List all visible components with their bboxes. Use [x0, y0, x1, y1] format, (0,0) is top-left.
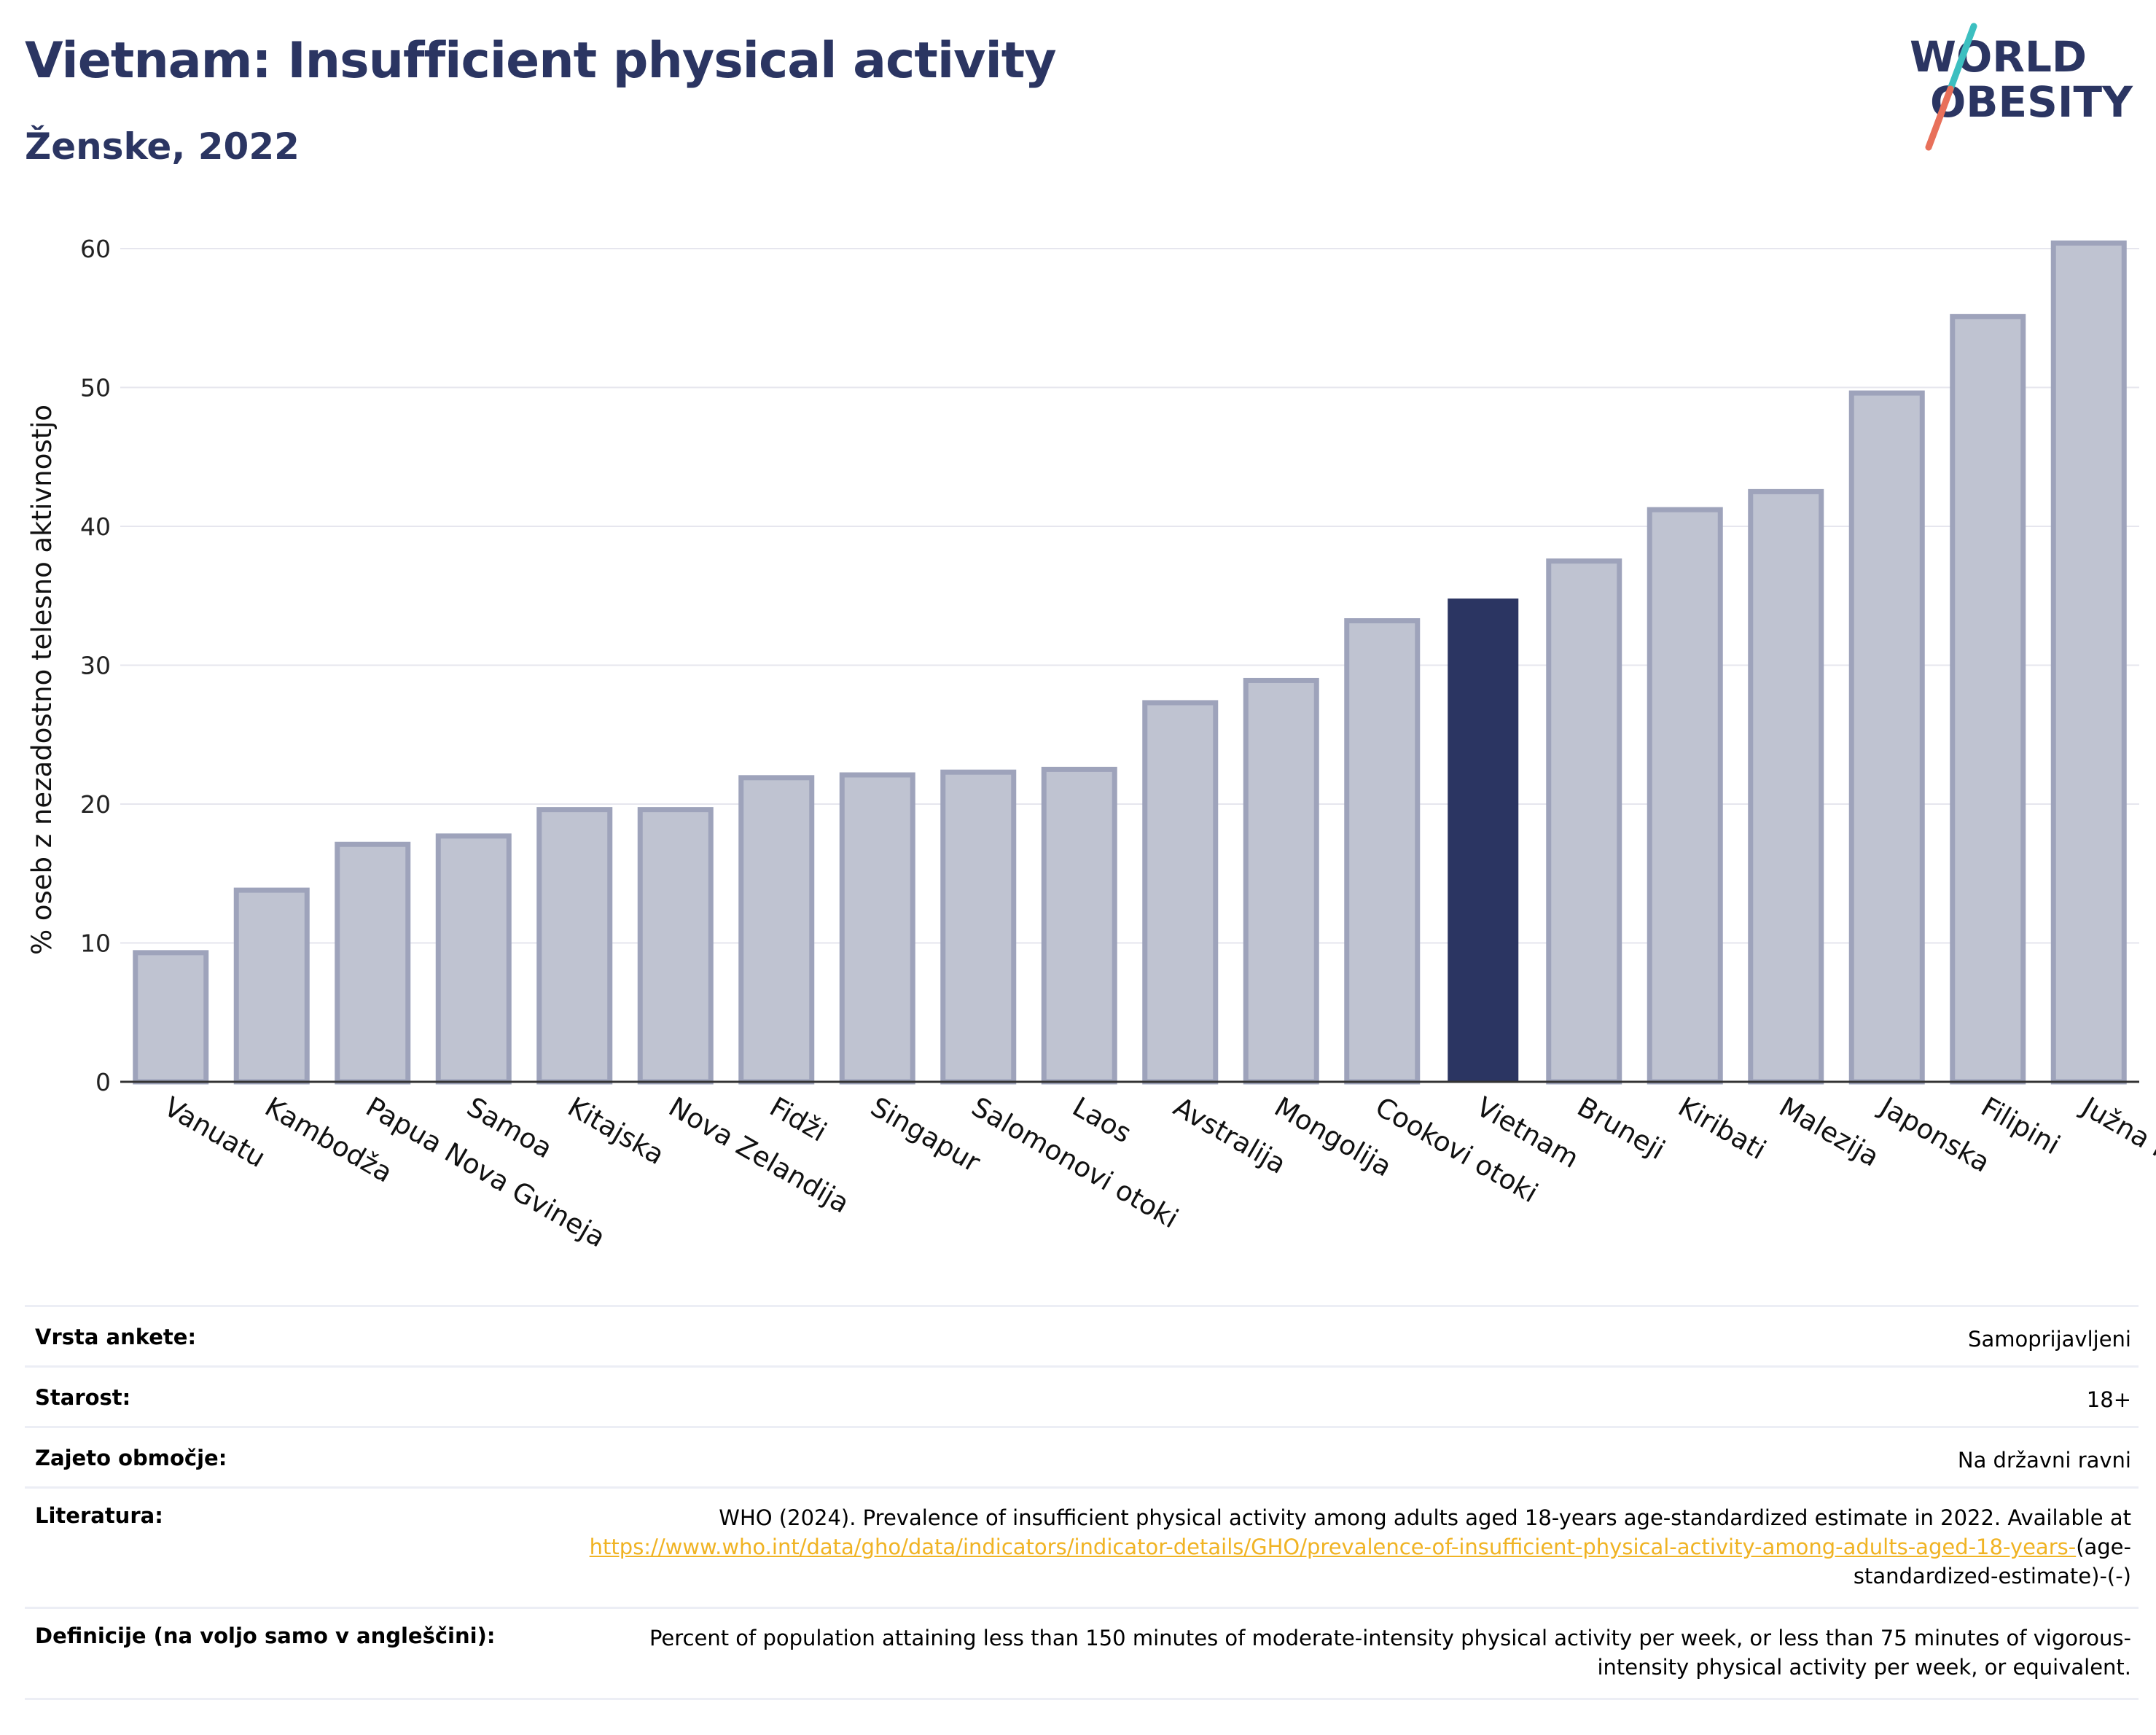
row-label: Zajeto območje:	[35, 1446, 227, 1470]
reference-link[interactable]: https://www.who.int/data/gho/data/indica…	[589, 1535, 2077, 1559]
bar	[1546, 558, 1622, 1085]
row-label: Vrsta ankete:	[35, 1325, 197, 1349]
y-tick-label: 20	[80, 790, 111, 819]
row-value: 18+	[2086, 1387, 2131, 1412]
table-row: Definicije (na voljo samo v angleščini):…	[25, 1607, 2139, 1700]
x-tick-label: Bruneji	[1572, 1091, 1671, 1166]
row-value: WHO (2024). Prevalence of insufficient p…	[564, 1489, 2131, 1607]
y-tick-label: 30	[80, 652, 111, 680]
chart-subtitle: Ženske, 2022	[25, 125, 300, 168]
table-row: Vrsta ankete: Samoprijavljeni	[25, 1305, 2139, 1365]
table-row: Literatura: WHO (2024). Prevalence of in…	[25, 1486, 2139, 1607]
x-tick-label: Japonska	[1874, 1091, 1996, 1179]
logo-slash-teal	[1947, 23, 1977, 93]
x-tick-label: Nova Zelandija	[663, 1091, 854, 1220]
bar	[1448, 599, 1519, 1082]
world-obesity-logo: WORLD OBESITY	[1910, 23, 2133, 151]
bar	[839, 772, 915, 1085]
x-tick-label: Avstralija	[1168, 1091, 1292, 1180]
row-value: Samoprijavljeni	[1968, 1327, 2131, 1352]
y-axis-label: % oseb z nezadostno telesno aktivnostjo	[26, 405, 58, 955]
x-tick-label: Kitajska	[563, 1091, 670, 1171]
x-tick-label: Vanuatu	[159, 1091, 271, 1174]
row-label: Starost:	[35, 1385, 131, 1410]
y-tick-label: 0	[95, 1068, 111, 1096]
x-tick-label: Malezija	[1774, 1091, 1885, 1173]
x-tick-label: Singapur	[865, 1091, 986, 1179]
row-value: Percent of population attaining less tha…	[649, 1626, 2131, 1680]
table-row: Zajeto območje: Na državni ravni	[25, 1426, 2139, 1486]
table-row: Starost: 18+	[25, 1365, 2139, 1426]
bar	[637, 807, 714, 1085]
bar	[1041, 766, 1117, 1085]
bar	[1344, 618, 1421, 1085]
info-table: Vrsta ankete: Samoprijavljeni Starost: 1…	[25, 1305, 2139, 1700]
bar	[738, 775, 815, 1085]
x-tick-label: Južna Koreja	[2076, 1091, 2156, 1201]
row-value: Na državni ravni	[1957, 1448, 2131, 1473]
bar	[133, 950, 209, 1085]
x-tick-label: Kiribati	[1673, 1091, 1771, 1166]
bar	[1243, 677, 1319, 1085]
bar	[1950, 313, 2026, 1085]
y-tick-label: 10	[80, 929, 111, 958]
bar	[1748, 488, 1824, 1085]
logo-slash-coral	[1925, 85, 1954, 151]
y-tick-label: 40	[80, 512, 111, 541]
bar	[940, 769, 1017, 1085]
x-tick-label: Laos	[1067, 1091, 1136, 1150]
logo-line1: WORLD	[1910, 32, 2087, 82]
x-tick-label: Fidži	[765, 1091, 832, 1148]
bar	[435, 833, 512, 1085]
y-tick-label: 60	[80, 235, 111, 263]
y-tick-label: 50	[80, 374, 111, 402]
reference-suffix: (age-standardized-estimate)-(-)	[1853, 1535, 2131, 1588]
bar	[233, 887, 310, 1085]
bar	[1848, 390, 1925, 1085]
reference-text: WHO (2024). Prevalence of insufficient p…	[719, 1505, 2131, 1530]
bar	[536, 807, 613, 1085]
bar-chart: 0 10 20 30 40 50 60 % oseb z nezadostno telesno…	[26, 235, 2156, 1253]
bar	[1647, 507, 1723, 1085]
bar	[2050, 240, 2127, 1085]
row-label: Definicije (na voljo samo v angleščini):	[35, 1623, 496, 1648]
row-label: Literatura:	[35, 1503, 163, 1528]
chart-title: Vietnam: Insufficient physical activity	[25, 32, 1057, 90]
bar	[1142, 700, 1219, 1085]
logo-line2: OBESITY	[1930, 77, 2133, 127]
bar	[335, 841, 411, 1085]
